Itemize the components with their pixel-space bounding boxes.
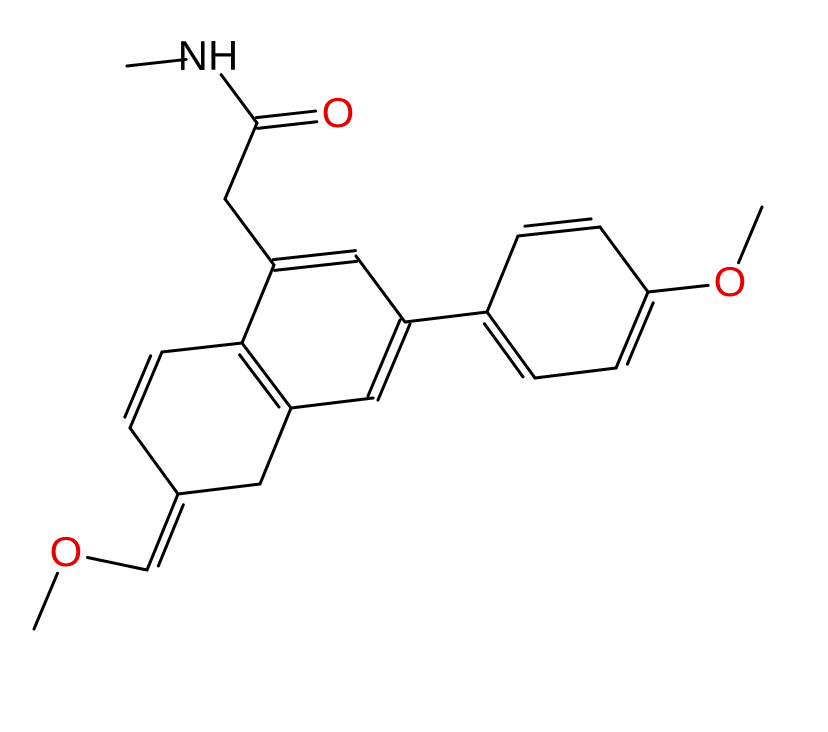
bond — [130, 428, 178, 494]
bond — [739, 207, 762, 263]
atom-N-label: NH — [178, 32, 239, 79]
bond — [356, 256, 405, 322]
bond — [525, 219, 591, 226]
bond — [162, 343, 242, 352]
bond — [260, 408, 291, 484]
bond — [242, 265, 274, 343]
bond — [178, 484, 260, 494]
bond — [648, 285, 708, 292]
bond — [221, 75, 257, 123]
bond — [225, 123, 257, 199]
bond — [405, 312, 487, 322]
bond — [275, 261, 357, 270]
bond — [518, 227, 600, 236]
bond — [88, 558, 147, 570]
bond — [240, 355, 279, 407]
bond — [484, 324, 523, 377]
bond — [291, 398, 373, 408]
bond — [273, 251, 355, 260]
bond — [600, 227, 648, 292]
bond — [487, 312, 535, 378]
bond — [242, 343, 291, 408]
bond — [34, 573, 57, 629]
bond — [535, 368, 616, 378]
bond — [487, 236, 518, 312]
bond — [225, 199, 274, 265]
bond — [258, 122, 317, 129]
atom-O-label: O — [322, 89, 355, 136]
bond — [256, 111, 315, 118]
molecule-diagram: O O O NH — [0, 0, 828, 732]
atom-O-label: O — [714, 258, 747, 305]
atom-O-label: O — [50, 528, 83, 575]
